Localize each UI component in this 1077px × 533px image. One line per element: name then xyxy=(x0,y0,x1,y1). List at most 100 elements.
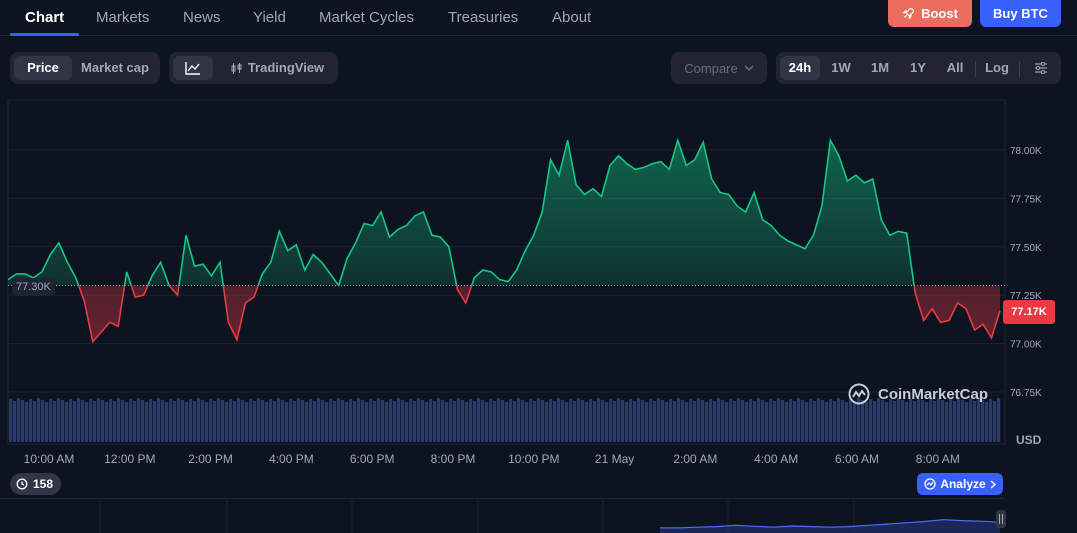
volume-bar xyxy=(633,401,637,442)
navigator-area xyxy=(660,519,1000,533)
volume-bar xyxy=(77,398,81,442)
volume-bar xyxy=(877,398,881,442)
x-tick-label: 6:00 AM xyxy=(834,452,880,466)
volume-bar xyxy=(445,402,449,442)
volume-bar xyxy=(277,398,281,442)
tradingview-label: TradingView xyxy=(247,60,325,75)
volume-bar xyxy=(893,401,897,442)
range-all[interactable]: All xyxy=(946,60,964,75)
tradingview-toggle[interactable]: TradingView xyxy=(221,56,333,80)
volume-bar xyxy=(933,401,937,442)
volume-bar xyxy=(369,399,373,442)
volume-bar xyxy=(905,402,909,442)
volume-bar xyxy=(293,401,297,442)
volume-bar xyxy=(585,402,589,442)
line-chart-icon xyxy=(185,62,200,75)
volume-bar xyxy=(725,402,729,442)
navigator-handle[interactable] xyxy=(996,510,1006,528)
volume-bar xyxy=(109,399,113,442)
volume-bar xyxy=(961,400,965,442)
volume-bar xyxy=(533,401,537,442)
volume-bar xyxy=(681,400,685,442)
volume-bar xyxy=(613,401,617,442)
price-toggle[interactable]: Price xyxy=(14,56,72,80)
volume-bar xyxy=(829,399,833,442)
volume-bar xyxy=(485,402,489,442)
analyze-button[interactable]: Analyze xyxy=(917,473,1003,495)
volume-bar xyxy=(505,402,509,442)
volume-bar xyxy=(389,399,393,442)
volume-bar xyxy=(745,402,749,442)
volume-bar xyxy=(401,400,405,442)
volume-bar xyxy=(177,398,181,442)
range-1w[interactable]: 1W xyxy=(831,60,851,75)
volume-bar xyxy=(953,401,957,442)
volume-bar xyxy=(537,398,541,442)
volume-bar xyxy=(397,398,401,442)
boost-button[interactable]: Boost xyxy=(888,0,972,27)
volume-bar xyxy=(157,398,161,442)
volume-bar xyxy=(9,399,13,442)
volume-bar xyxy=(489,399,493,442)
volume-bar xyxy=(909,399,913,442)
volume-bar xyxy=(925,402,929,442)
range-divider xyxy=(1019,61,1020,77)
compare-dropdown[interactable]: Compare xyxy=(671,52,767,84)
x-tick-label: 8:00 AM xyxy=(915,452,960,466)
tab-yield[interactable]: Yield xyxy=(253,9,286,26)
volume-bar xyxy=(769,399,773,442)
volume-bar xyxy=(185,402,189,442)
volume-bar xyxy=(153,401,157,442)
volume-bar xyxy=(749,399,753,442)
marketcap-toggle[interactable]: Market cap xyxy=(81,60,149,75)
volume-bar xyxy=(253,401,257,442)
tab-treasuries[interactable]: Treasuries xyxy=(448,9,519,26)
tab-about[interactable]: About xyxy=(552,9,592,26)
range-1y[interactable]: 1Y xyxy=(910,60,926,75)
volume-bar xyxy=(597,398,601,442)
volume-bar xyxy=(197,398,201,442)
volume-bar xyxy=(861,400,865,442)
volume-bar xyxy=(717,398,721,442)
analyze-icon xyxy=(924,478,936,490)
volume-bar xyxy=(589,399,593,442)
volume-bar xyxy=(113,401,117,442)
watermark-text: CoinMarketCap xyxy=(878,385,989,403)
chart-settings-button[interactable] xyxy=(1026,56,1056,80)
range-navigator[interactable] xyxy=(0,498,1077,533)
volume-bar xyxy=(517,398,521,442)
volume-bar xyxy=(653,401,657,442)
volume-bar xyxy=(837,398,841,442)
tab-markets[interactable]: Markets xyxy=(96,9,150,26)
price-line-up xyxy=(8,137,915,286)
range-24h[interactable]: 24h xyxy=(780,56,820,80)
volume-bar xyxy=(657,398,661,442)
x-tick-label: 6:00 PM xyxy=(349,452,395,466)
volume-bar xyxy=(221,400,225,442)
volume-bar xyxy=(237,398,241,442)
analyze-label: Analyze xyxy=(940,477,986,491)
price-chart[interactable]: 78.00K 77.75K 77.50K 77.25K 77.00K 76.75K xyxy=(0,0,1077,450)
log-toggle[interactable]: Log xyxy=(985,60,1009,75)
tab-chart[interactable]: Chart xyxy=(25,9,65,26)
volume-bar xyxy=(605,402,609,442)
volume-bar xyxy=(833,401,837,442)
y-tick-label: 78.00K xyxy=(1010,146,1042,157)
volume-bar xyxy=(441,400,445,442)
buy-btc-button[interactable]: Buy BTC xyxy=(980,0,1061,27)
tab-market-cycles[interactable]: Market Cycles xyxy=(319,9,415,26)
volume-bar xyxy=(145,402,149,442)
tab-news[interactable]: News xyxy=(183,9,221,26)
volume-bar xyxy=(937,398,941,442)
volume-bar xyxy=(753,401,757,442)
history-icon xyxy=(16,478,28,490)
volume-bar xyxy=(261,400,265,442)
volume-bar xyxy=(513,401,517,442)
volume-bar xyxy=(329,399,333,442)
volume-bar xyxy=(137,398,141,442)
volume-bar xyxy=(345,402,349,442)
line-chart-toggle[interactable] xyxy=(173,56,213,80)
events-button[interactable]: 158 xyxy=(10,473,62,495)
volume-bar xyxy=(581,400,585,442)
range-1m[interactable]: 1M xyxy=(870,60,890,75)
